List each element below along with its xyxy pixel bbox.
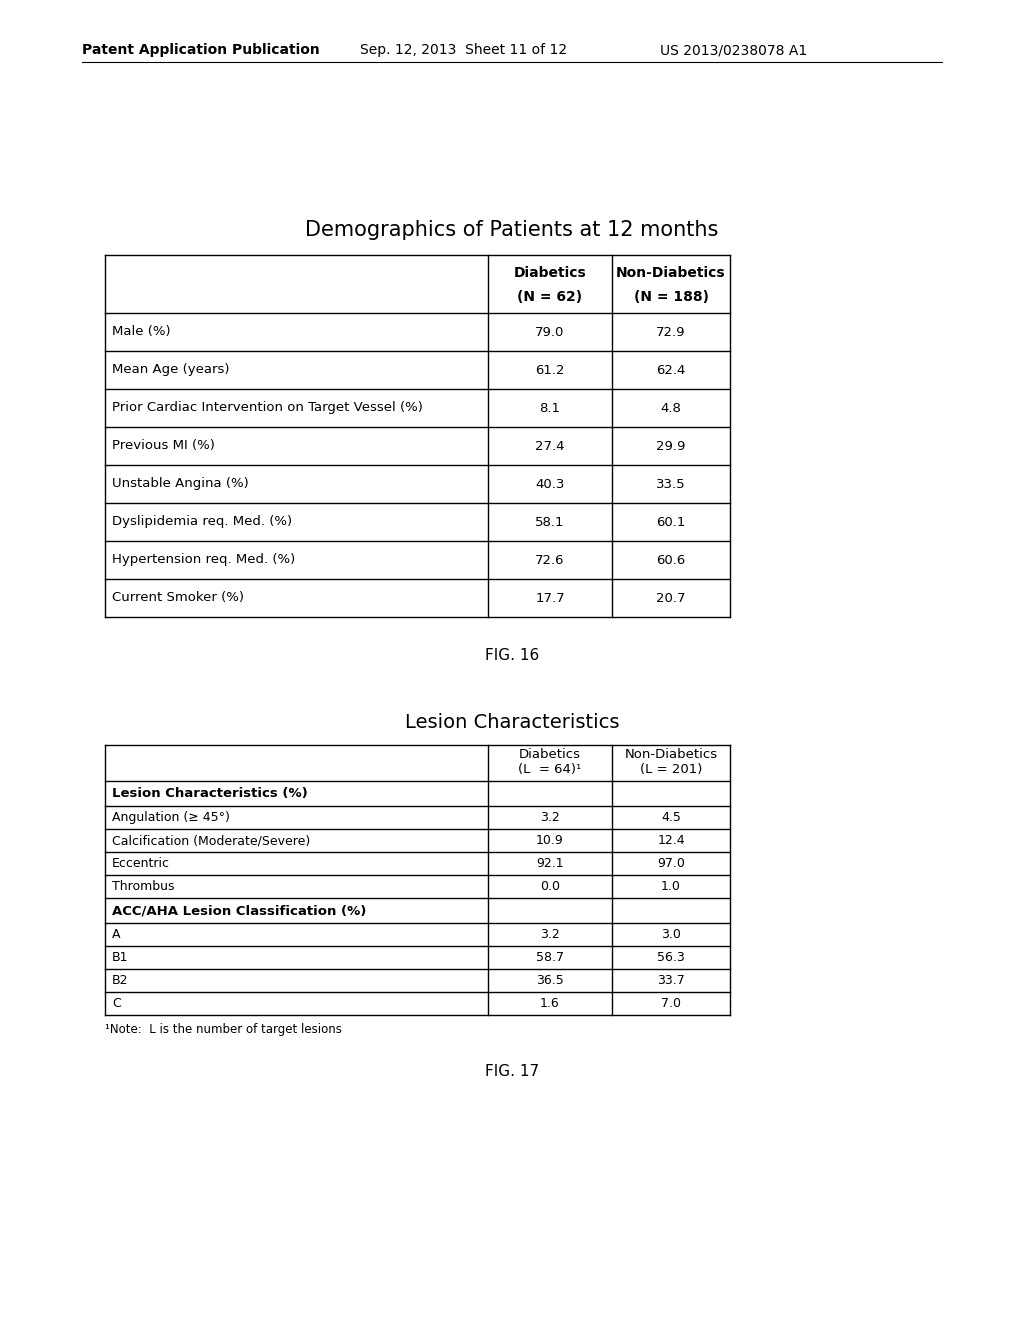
Text: Diabetics: Diabetics	[519, 748, 581, 762]
Text: 79.0: 79.0	[536, 326, 564, 338]
Text: (N = 188): (N = 188)	[634, 290, 709, 304]
Text: 3.2: 3.2	[540, 810, 560, 824]
Text: 33.5: 33.5	[656, 478, 686, 491]
Text: Patent Application Publication: Patent Application Publication	[82, 44, 319, 57]
Text: 3.0: 3.0	[662, 928, 681, 941]
Text: 1.6: 1.6	[540, 997, 560, 1010]
Text: 60.6: 60.6	[656, 553, 686, 566]
Text: (L = 201): (L = 201)	[640, 763, 702, 776]
Text: FIG. 17: FIG. 17	[485, 1064, 539, 1078]
Text: 72.9: 72.9	[656, 326, 686, 338]
Text: Sep. 12, 2013  Sheet 11 of 12: Sep. 12, 2013 Sheet 11 of 12	[360, 44, 567, 57]
Text: 10.9: 10.9	[537, 834, 564, 847]
Text: Dyslipidemia req. Med. (%): Dyslipidemia req. Med. (%)	[112, 516, 292, 528]
Text: ACC/AHA Lesion Classification (%): ACC/AHA Lesion Classification (%)	[112, 904, 367, 917]
Text: 8.1: 8.1	[540, 401, 560, 414]
Text: C: C	[112, 997, 121, 1010]
Text: Demographics of Patients at 12 months: Demographics of Patients at 12 months	[305, 220, 719, 240]
Text: 72.6: 72.6	[536, 553, 565, 566]
Text: Male (%): Male (%)	[112, 326, 171, 338]
Text: 4.5: 4.5	[662, 810, 681, 824]
Text: 92.1: 92.1	[537, 857, 564, 870]
Text: Non-Diabetics: Non-Diabetics	[616, 267, 726, 280]
Text: 60.1: 60.1	[656, 516, 686, 528]
Text: Prior Cardiac Intervention on Target Vessel (%): Prior Cardiac Intervention on Target Ves…	[112, 401, 423, 414]
Text: 61.2: 61.2	[536, 363, 565, 376]
Text: Angulation (≥ 45°): Angulation (≥ 45°)	[112, 810, 229, 824]
Text: 97.0: 97.0	[657, 857, 685, 870]
Text: 40.3: 40.3	[536, 478, 564, 491]
Text: 27.4: 27.4	[536, 440, 565, 453]
Text: Unstable Angina (%): Unstable Angina (%)	[112, 478, 249, 491]
Text: B1: B1	[112, 950, 128, 964]
Text: 62.4: 62.4	[656, 363, 686, 376]
Text: Lesion Characteristics (%): Lesion Characteristics (%)	[112, 787, 308, 800]
Text: Calcification (Moderate/Severe): Calcification (Moderate/Severe)	[112, 834, 310, 847]
Text: Eccentric: Eccentric	[112, 857, 170, 870]
Text: FIG. 16: FIG. 16	[485, 648, 539, 663]
Text: Current Smoker (%): Current Smoker (%)	[112, 591, 244, 605]
Text: Thrombus: Thrombus	[112, 880, 174, 894]
Text: 1.0: 1.0	[662, 880, 681, 894]
Text: (N = 62): (N = 62)	[517, 290, 583, 304]
Text: Previous MI (%): Previous MI (%)	[112, 440, 215, 453]
Text: A: A	[112, 928, 121, 941]
Text: US 2013/0238078 A1: US 2013/0238078 A1	[660, 44, 807, 57]
Text: 17.7: 17.7	[536, 591, 565, 605]
Text: 58.7: 58.7	[536, 950, 564, 964]
Text: 12.4: 12.4	[657, 834, 685, 847]
Text: 56.3: 56.3	[657, 950, 685, 964]
Text: 3.2: 3.2	[540, 928, 560, 941]
Text: 4.8: 4.8	[660, 401, 681, 414]
Text: (L  = 64)¹: (L = 64)¹	[518, 763, 582, 776]
Text: Lesion Characteristics: Lesion Characteristics	[404, 714, 620, 733]
Text: 7.0: 7.0	[662, 997, 681, 1010]
Text: 29.9: 29.9	[656, 440, 686, 453]
Text: Non-Diabetics: Non-Diabetics	[625, 748, 718, 762]
Text: Diabetics: Diabetics	[514, 267, 587, 280]
Text: 33.7: 33.7	[657, 974, 685, 987]
Text: Mean Age (years): Mean Age (years)	[112, 363, 229, 376]
Text: 58.1: 58.1	[536, 516, 565, 528]
Text: B2: B2	[112, 974, 128, 987]
Text: 0.0: 0.0	[540, 880, 560, 894]
Text: 36.5: 36.5	[537, 974, 564, 987]
Text: ¹Note:  L is the number of target lesions: ¹Note: L is the number of target lesions	[105, 1023, 342, 1035]
Text: 20.7: 20.7	[656, 591, 686, 605]
Text: Hypertension req. Med. (%): Hypertension req. Med. (%)	[112, 553, 295, 566]
